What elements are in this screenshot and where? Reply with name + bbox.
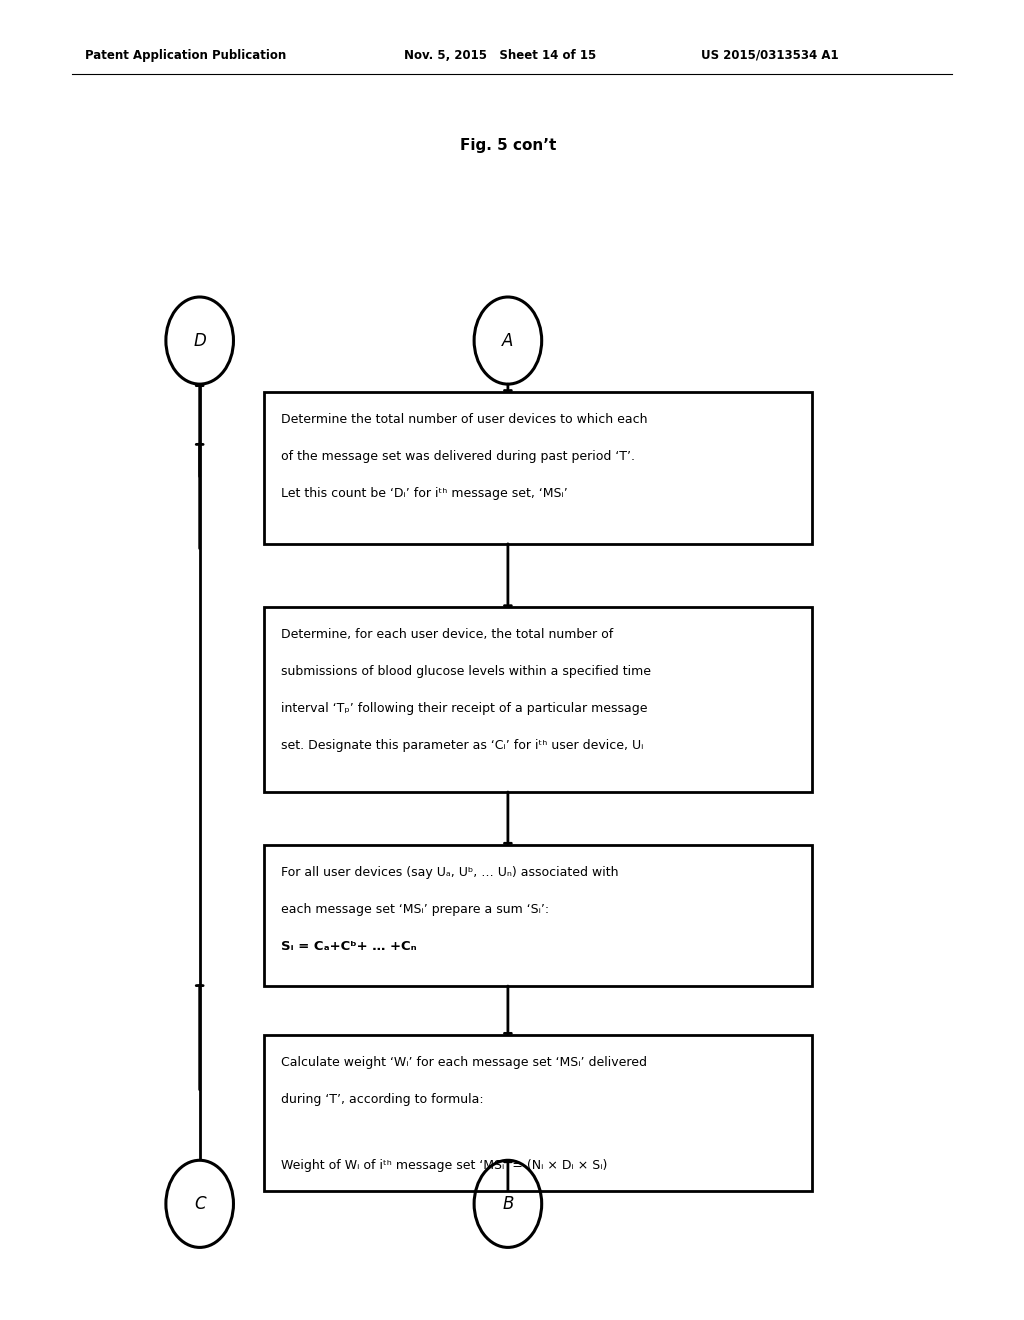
Text: D: D [194,331,206,350]
Text: Let this count be ‘Dᵢ’ for iᵗʰ message set, ‘MSᵢ’: Let this count be ‘Dᵢ’ for iᵗʰ message s… [281,487,567,500]
Bar [264,1035,812,1191]
Text: Sᵢ = Cₐ+Cᵇ+ … +Cₙ: Sᵢ = Cₐ+Cᵇ+ … +Cₙ [281,940,416,953]
Text: C: C [194,1195,206,1213]
Text: US 2015/0313534 A1: US 2015/0313534 A1 [701,49,839,62]
Text: For all user devices (say Uₐ, Uᵇ, … Uₙ) associated with: For all user devices (say Uₐ, Uᵇ, … Uₙ) … [281,866,618,879]
Text: A: A [502,331,514,350]
Text: B: B [502,1195,514,1213]
Text: Fig. 5 con’t: Fig. 5 con’t [460,137,556,153]
Text: interval ‘Tₚ’ following their receipt of a particular message: interval ‘Tₚ’ following their receipt of… [281,702,647,715]
Bar [264,845,812,986]
Text: of the message set was delivered during past period ‘T’.: of the message set was delivered during … [281,450,635,463]
Text: Weight of Wᵢ of iᵗʰ message set ‘MSᵢ’ = (Nᵢ × Dᵢ × Sᵢ): Weight of Wᵢ of iᵗʰ message set ‘MSᵢ’ = … [281,1159,607,1172]
Text: each message set ‘MSᵢ’ prepare a sum ‘Sᵢ’:: each message set ‘MSᵢ’ prepare a sum ‘Sᵢ… [281,903,549,916]
Text: Nov. 5, 2015   Sheet 14 of 15: Nov. 5, 2015 Sheet 14 of 15 [404,49,597,62]
Bar [264,607,812,792]
Text: set. Designate this parameter as ‘Cᵢ’ for iᵗʰ user device, Uᵢ: set. Designate this parameter as ‘Cᵢ’ fo… [281,739,643,752]
Text: during ‘T’, according to formula:: during ‘T’, according to formula: [281,1093,483,1106]
Text: Calculate weight ‘Wᵢ’ for each message set ‘MSᵢ’ delivered: Calculate weight ‘Wᵢ’ for each message s… [281,1056,646,1069]
Text: Patent Application Publication: Patent Application Publication [85,49,287,62]
Text: Determine the total number of user devices to which each: Determine the total number of user devic… [281,413,647,426]
Text: submissions of blood glucose levels within a specified time: submissions of blood glucose levels with… [281,665,650,678]
Text: Determine, for each user device, the total number of: Determine, for each user device, the tot… [281,628,612,642]
Bar [264,392,812,544]
